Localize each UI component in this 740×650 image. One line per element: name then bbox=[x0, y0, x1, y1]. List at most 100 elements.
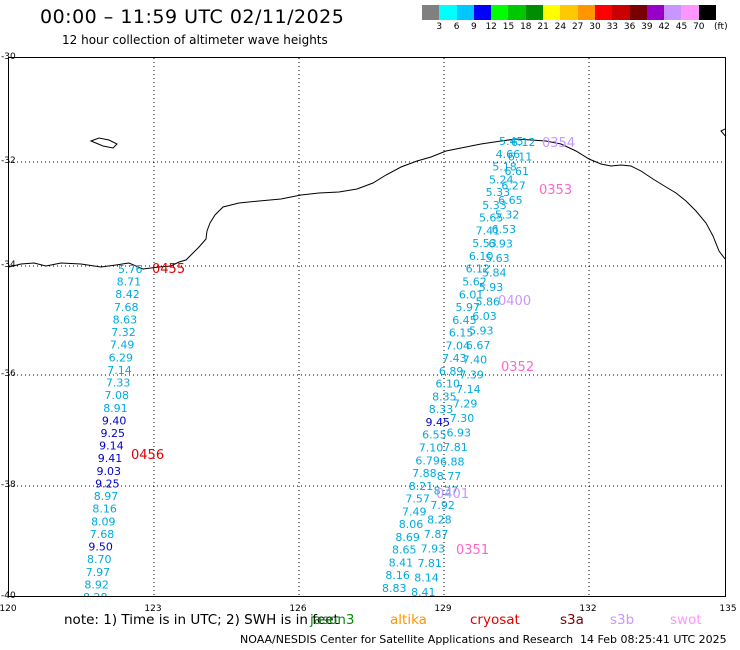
satellite-legend-item: altika bbox=[390, 612, 427, 628]
wave-height-value: 8.41 bbox=[411, 586, 436, 597]
wave-height-value: 5.76 bbox=[118, 263, 143, 276]
satellite-legend-item: s3b bbox=[610, 612, 635, 628]
wave-height-value: 5.62 bbox=[462, 275, 487, 288]
colorbar-label: 70 bbox=[693, 22, 705, 32]
wave-height-value: 8.71 bbox=[117, 276, 141, 289]
wave-height-value: 5.93 bbox=[469, 325, 494, 338]
wave-height-value: 7.87 bbox=[424, 528, 449, 541]
wave-height-value: 9.40 bbox=[102, 414, 127, 427]
generated-timestamp: 14 Feb 08:25:41 UTC 2025 bbox=[580, 633, 727, 646]
wave-height-value: 7.10 bbox=[419, 442, 444, 455]
wave-height-value: 8.28 bbox=[83, 591, 108, 597]
longitude-label: 126 bbox=[289, 604, 307, 614]
colorbar-label: 30 bbox=[589, 22, 601, 32]
colorbar-swatch bbox=[508, 5, 526, 20]
wave-height-value: 7.93 bbox=[421, 542, 446, 555]
wave-height-value: 6.01 bbox=[459, 288, 484, 301]
latitude-label: -36 bbox=[1, 369, 16, 379]
colorbar-swatch bbox=[664, 5, 682, 20]
map-title: 00:00 – 11:59 UTC 02/11/2025 bbox=[40, 6, 345, 28]
colorbar-swatch bbox=[525, 5, 544, 20]
wave-height-value: 7.68 bbox=[114, 301, 139, 314]
colorbar-swatch bbox=[422, 5, 440, 20]
wave-height-value: 8.35 bbox=[432, 390, 457, 403]
longitude-label: 129 bbox=[434, 604, 452, 614]
satellite-legend-item: cryosat bbox=[470, 612, 520, 628]
colorbar-swatch bbox=[577, 5, 595, 20]
wave-height-value: 8.28 bbox=[427, 513, 452, 526]
latitude-label: -30 bbox=[1, 52, 16, 62]
wave-height-value: 8.65 bbox=[392, 544, 417, 557]
coastline bbox=[9, 138, 725, 270]
wave-height-value: 8.63 bbox=[113, 313, 138, 326]
wave-height-value: 7.81 bbox=[443, 441, 468, 454]
colorbar-label: 3 bbox=[436, 22, 443, 32]
wave-height-value: 5.86 bbox=[476, 296, 501, 309]
wave-height-value: 6.89 bbox=[439, 365, 464, 378]
wave-height-value: 6.93 bbox=[488, 238, 512, 251]
wave-height-value: 8.83 bbox=[382, 582, 407, 595]
wave-height-value: 8.06 bbox=[399, 518, 424, 531]
wave-height-value: 8.92 bbox=[84, 578, 109, 591]
pass-time-label: 0455 bbox=[152, 262, 185, 277]
colorbar-label: 45 bbox=[675, 22, 688, 32]
colorbar-label: 15 bbox=[502, 22, 515, 32]
wave-height-value: 9.50 bbox=[88, 541, 113, 554]
colorbar-swatch bbox=[681, 5, 699, 20]
wave-height-value: 6.12 bbox=[466, 263, 491, 276]
wave-height-value: 6.53 bbox=[492, 223, 516, 236]
map-plot-area: 5.76 8.71 8.42 7.68 8.63 7.32 7.49 6.29 7.14 7.33… bbox=[8, 57, 726, 597]
colorbar-label: 6 bbox=[453, 22, 460, 32]
wave-height-value: 6.55 bbox=[422, 429, 447, 442]
wave-height-value: 9.45 bbox=[425, 416, 450, 429]
wave-height-value: 6.10 bbox=[435, 378, 460, 391]
wave-height-value: 7.40 bbox=[463, 354, 488, 367]
wave-height-value: 9.25 bbox=[101, 427, 126, 440]
wave-height-value: 7.30 bbox=[450, 412, 475, 425]
pass-time-label: 0351 bbox=[456, 543, 489, 558]
wave-height-value: 7.04 bbox=[446, 339, 471, 352]
wave-height-value: 7.92 bbox=[430, 499, 455, 512]
satellite-legend-item: jason3 bbox=[310, 612, 355, 628]
wave-height-value: 6.11 bbox=[508, 151, 532, 164]
wave-height-value: 7.49 bbox=[402, 505, 427, 518]
latitude-label: -34 bbox=[1, 260, 16, 270]
satellite-legend-item: swot bbox=[670, 612, 702, 628]
map-subtitle: 12 hour collection of altimeter wave hei… bbox=[62, 33, 328, 47]
wave-height-value: 5.63 bbox=[485, 252, 510, 265]
wave-height-value: 7.39 bbox=[459, 368, 484, 381]
wave-height-value: 8.14 bbox=[414, 571, 439, 584]
pass-time-label: 0353 bbox=[539, 183, 572, 198]
footnote: note: 1) Time is in UTC; 2) SWH is in fe… bbox=[64, 612, 339, 628]
wave-height-value: 5.18 bbox=[492, 161, 517, 174]
latitude-label: -38 bbox=[1, 480, 16, 490]
wave-height-value: 6.29 bbox=[109, 351, 134, 364]
colorbar-swatch bbox=[646, 5, 665, 20]
wave-height-value: 7.68 bbox=[90, 528, 115, 541]
wave-height-value: 5.33 bbox=[482, 199, 507, 212]
satellite-legend-item: s3a bbox=[560, 612, 584, 628]
wave-height-value: 8.91 bbox=[103, 402, 128, 415]
wave-height-value: 7.32 bbox=[111, 326, 135, 339]
longitude-label: 120 bbox=[0, 604, 17, 614]
wave-height-value: 8.77 bbox=[437, 470, 462, 483]
pass-time-label: 0352 bbox=[501, 360, 534, 375]
wave-height-value: 5.24 bbox=[489, 173, 514, 186]
colorbar-swatch bbox=[491, 5, 509, 20]
wave-height-value: 8.16 bbox=[385, 569, 410, 582]
colorbar-label: 24 bbox=[554, 22, 567, 32]
wave-height-value: 6.67 bbox=[466, 339, 491, 352]
wave-height-value: 6.93 bbox=[446, 426, 471, 439]
longitude-label: 135 bbox=[719, 604, 737, 614]
wave-height-value: 7.08 bbox=[105, 389, 129, 402]
wave-height-value: 9.41 bbox=[98, 452, 123, 465]
wave-height-value: 7.29 bbox=[453, 397, 478, 410]
wave-height-value: 6.79 bbox=[415, 454, 440, 467]
wave-height-value: 7.14 bbox=[107, 364, 132, 377]
wave-height-value: 6.03 bbox=[472, 310, 497, 323]
colorbar-label: 9 bbox=[471, 22, 477, 32]
satellite-legend: jason3 altika cryosat s3a s3b swot bbox=[310, 612, 730, 628]
wave-height-value: 6.10 bbox=[469, 250, 494, 263]
colorbar-label: 12 bbox=[485, 22, 497, 32]
wave-height-value: 8.41 bbox=[389, 556, 414, 569]
